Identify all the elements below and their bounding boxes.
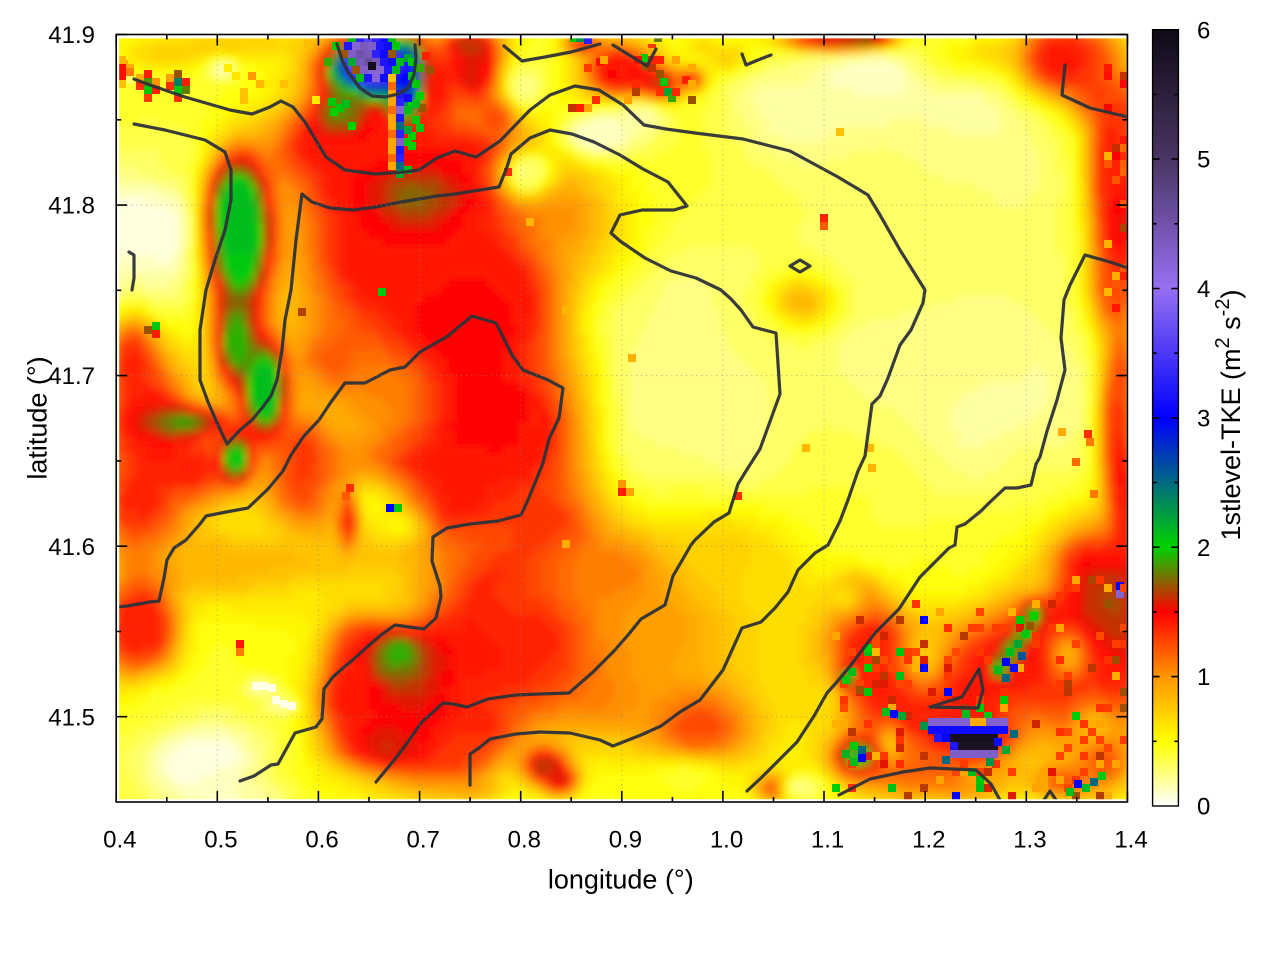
svg-text:41.9: 41.9 [48,22,95,49]
svg-text:3: 3 [1197,406,1210,433]
svg-text:41.8: 41.8 [48,193,95,220]
svg-text:41.7: 41.7 [48,363,95,390]
svg-text:41.6: 41.6 [48,534,95,561]
svg-text:1.4: 1.4 [1114,827,1147,854]
svg-text:1.3: 1.3 [1013,827,1046,854]
svg-text:0.4: 0.4 [103,827,136,854]
svg-text:5: 5 [1197,147,1210,174]
svg-text:0.8: 0.8 [508,827,541,854]
svg-text:1stlevel-TKE (m2 s-2): 1stlevel-TKE (m2 s-2) [1212,290,1246,541]
svg-text:1.0: 1.0 [710,827,743,854]
svg-text:0.6: 0.6 [305,827,338,854]
svg-text:41.5: 41.5 [48,704,95,731]
svg-text:0: 0 [1197,794,1210,821]
svg-text:0.9: 0.9 [609,827,642,854]
svg-text:0.7: 0.7 [407,827,440,854]
svg-text:0.5: 0.5 [204,827,237,854]
svg-text:1.1: 1.1 [811,827,844,854]
svg-text:4: 4 [1197,276,1210,303]
svg-text:1.2: 1.2 [912,827,945,854]
svg-text:2: 2 [1197,535,1210,562]
svg-text:6: 6 [1197,17,1210,44]
svg-text:latitude (°): latitude (°) [23,356,53,479]
svg-text:longitude (°): longitude (°) [548,865,694,895]
svg-text:1: 1 [1197,664,1210,691]
